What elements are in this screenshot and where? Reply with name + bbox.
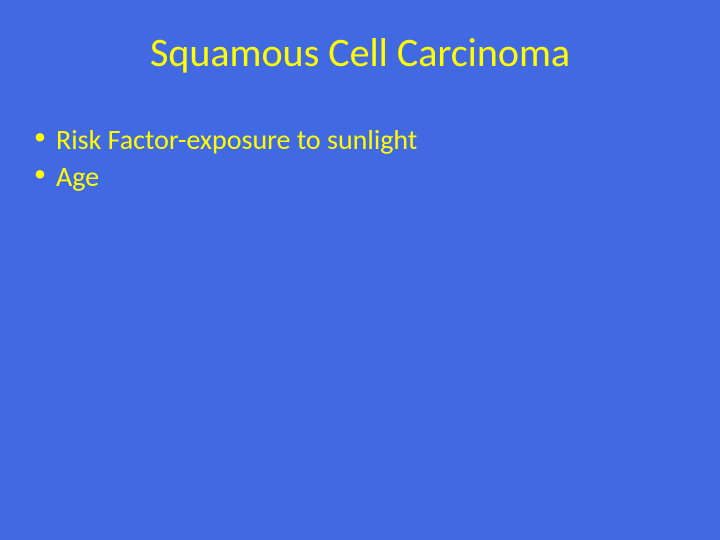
bullet-item: Age: [30, 159, 720, 194]
bullet-item: Risk Factor-exposure to sunlight: [30, 122, 720, 157]
slide-container: Squamous Cell Carcinoma Risk Factor-expo…: [0, 0, 720, 540]
bullet-list: Risk Factor-exposure to sunlight Age: [0, 107, 720, 194]
slide-title: Squamous Cell Carcinoma: [0, 0, 720, 107]
